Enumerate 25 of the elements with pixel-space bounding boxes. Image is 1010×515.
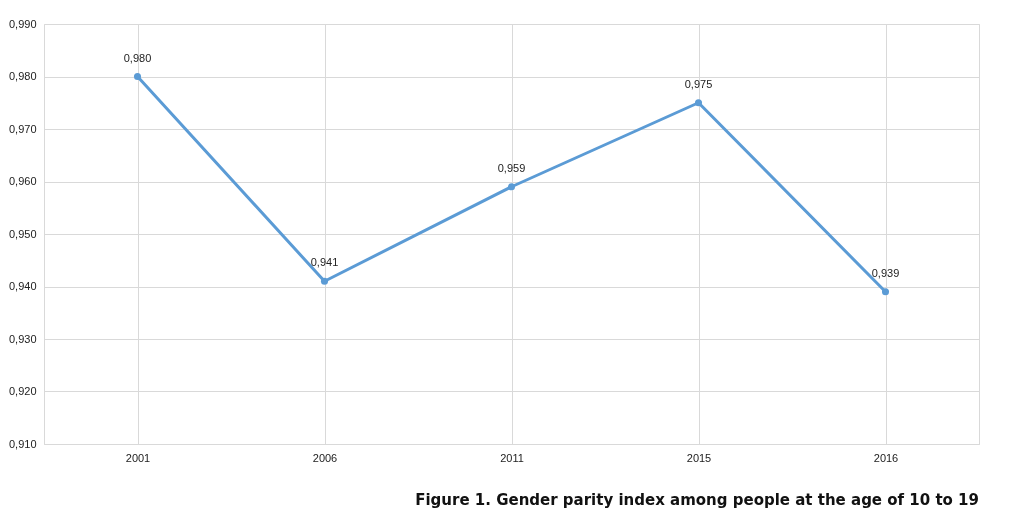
text: Figure 1. Gender parity index among people at the age of 10 to 19 bbox=[415, 491, 979, 509]
y-tick-label: 0,910 bbox=[8, 437, 37, 450]
y-tick-label: 0,930 bbox=[8, 332, 37, 345]
text: 0,939 bbox=[871, 266, 900, 279]
text: 0,941 bbox=[310, 256, 339, 269]
y-tick-label: 0,970 bbox=[8, 122, 37, 135]
x-tick-label: 2001 bbox=[125, 451, 151, 464]
text: 0,959 bbox=[497, 161, 526, 174]
y-tick-label: 0,920 bbox=[8, 385, 37, 397]
y-tick-label: 0,990 bbox=[8, 17, 37, 30]
point bbox=[133, 72, 142, 81]
y-tick-label: 0,940 bbox=[8, 280, 37, 292]
point bbox=[507, 183, 516, 191]
x-tick-label: 2006 bbox=[312, 451, 338, 464]
y-tick-label: 0,950 bbox=[8, 227, 37, 240]
text: 0,975 bbox=[684, 77, 713, 90]
text: 0,980 bbox=[123, 51, 152, 64]
x-tick-label: 2016 bbox=[873, 451, 899, 464]
point bbox=[881, 288, 890, 296]
point bbox=[694, 99, 703, 107]
x-tick-label: 2011 bbox=[500, 451, 524, 464]
y-tick-label: 0,960 bbox=[8, 175, 37, 187]
x-tick-label: 2015 bbox=[686, 451, 712, 464]
y-tick-label: 0,980 bbox=[8, 70, 37, 82]
point bbox=[320, 277, 329, 285]
